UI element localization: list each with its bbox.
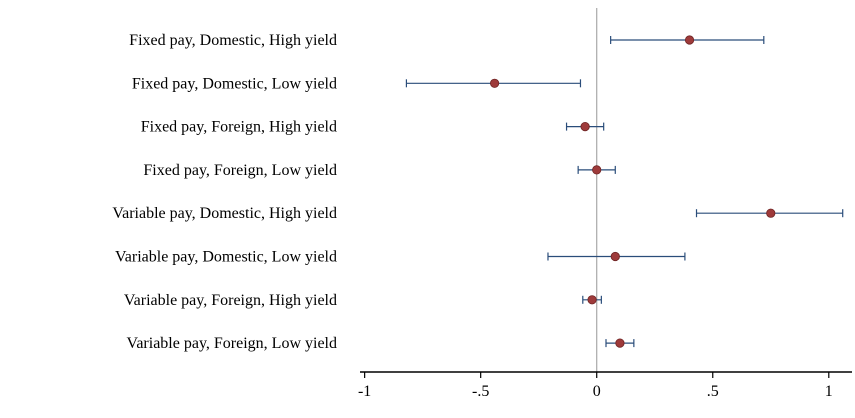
x-tick-label: -1 bbox=[358, 383, 371, 400]
category-label: Fixed pay, Domestic, High yield bbox=[129, 32, 337, 49]
point-estimate bbox=[610, 251, 620, 262]
x-tick-label: .5 bbox=[707, 383, 719, 400]
error-bars bbox=[405, 36, 844, 348]
point-estimate bbox=[587, 295, 597, 305]
x-axis: -1 -.5 0 .5 1 bbox=[358, 371, 852, 400]
category-labels: Fixed pay, Domestic, High yield Fixed pay… bbox=[112, 32, 337, 352]
x-tick-label: -.5 bbox=[472, 383, 489, 400]
x-tick-label: 0 bbox=[593, 383, 601, 400]
point-estimate bbox=[615, 338, 625, 348]
category-label: Variable pay, Domestic, High yield bbox=[112, 205, 337, 222]
point-estimates bbox=[490, 35, 776, 348]
point-estimate bbox=[592, 165, 602, 175]
point-estimate bbox=[580, 122, 590, 132]
point-estimate bbox=[684, 35, 695, 45]
category-label: Variable pay, Foreign, Low yield bbox=[127, 335, 337, 352]
category-label: Fixed pay, Foreign, Low yield bbox=[143, 162, 337, 179]
category-label: Fixed pay, Domestic, Low yield bbox=[132, 75, 337, 92]
point-estimate bbox=[766, 208, 776, 218]
x-tick-label: 1 bbox=[825, 383, 833, 400]
point-estimate bbox=[490, 78, 500, 88]
category-label: Variable pay, Domestic, Low yield bbox=[115, 249, 337, 266]
category-label: Fixed pay, Foreign, High yield bbox=[141, 119, 337, 136]
category-label: Variable pay, Foreign, High yield bbox=[124, 292, 337, 309]
